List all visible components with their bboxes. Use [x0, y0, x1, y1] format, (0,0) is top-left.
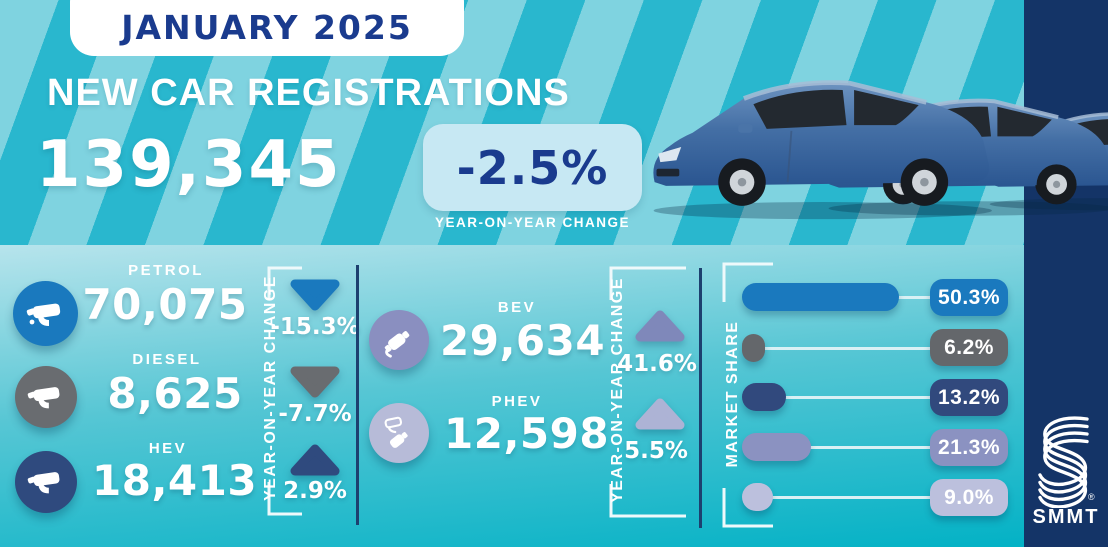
yoy-change-caption: YEAR-ON-YEAR CHANGE: [434, 215, 630, 230]
petrol-share-bar: [742, 283, 899, 311]
petrol-change: -15.3%: [270, 314, 360, 340]
phev-share-bar: [742, 483, 773, 511]
yoy-change-badge: -2.5%: [423, 124, 642, 211]
bev-change: 41.6%: [617, 351, 697, 377]
phev-share-pill: 9.0%: [930, 479, 1008, 516]
phev-share-leader-line: [745, 496, 930, 499]
diesel-fuel-pump-icon: [15, 366, 77, 428]
fuel-yoy-bracket: [267, 266, 302, 516]
page-title: NEW CAR REGISTRATIONS: [47, 72, 570, 114]
market-share-bracket: [722, 262, 773, 528]
petrol-down-arrow-icon: [290, 279, 340, 311]
hev-fuel-pump-icon: [15, 451, 77, 513]
section-divider: [699, 268, 702, 528]
month-badge-label: JANUARY 2025: [121, 8, 413, 47]
registered-trademark-icon: ®: [1088, 492, 1095, 502]
bev-value: 29,634: [440, 316, 606, 365]
petrol-label: PETROL: [128, 262, 204, 279]
ev-yoy-bracket: [609, 266, 686, 518]
hev-change: 2.9%: [283, 478, 347, 504]
section-divider: [356, 265, 359, 525]
hev-value: 18,413: [92, 456, 258, 505]
hev-share-bar: [742, 383, 786, 411]
petrol-value: 70,075: [82, 280, 248, 329]
diesel-share-leader-line: [745, 347, 930, 350]
petrol-share-pill: 50.3%: [930, 279, 1008, 316]
phev-label: PHEV: [491, 393, 543, 410]
hev-share-pill: 13.2%: [930, 379, 1008, 416]
diesel-share-pill: 6.2%: [930, 329, 1008, 366]
diesel-label: DIESEL: [132, 351, 202, 368]
yoy-change-value: -2.5%: [456, 140, 609, 195]
total-registrations-value: 139,345: [36, 128, 342, 202]
month-badge: JANUARY 2025: [70, 0, 464, 56]
bev-charging-plug-icon: [369, 310, 429, 370]
bev-label: BEV: [497, 299, 537, 316]
petrol-fuel-pump-icon: [13, 281, 78, 346]
smmt-s-logo-icon: [1038, 416, 1089, 508]
bev-share-pill: 21.3%: [930, 429, 1008, 466]
brand-sidebar: [1024, 0, 1108, 547]
phev-up-arrow-icon: [635, 398, 685, 430]
phev-value: 12,598: [444, 409, 610, 458]
diesel-value: 8,625: [107, 369, 243, 418]
bev-up-arrow-icon: [635, 310, 685, 342]
bev-share-leader-line: [745, 446, 930, 449]
market-share-axis-label: MARKET SHARE: [724, 320, 741, 468]
bev-share-bar: [742, 433, 811, 461]
diesel-down-arrow-icon: [290, 366, 340, 398]
hev-up-arrow-icon: [290, 444, 340, 476]
fuel-yoy-axis-label: YEAR-ON-YEAR CHANGE: [262, 275, 279, 501]
ev-yoy-axis-label: YEAR-ON-YEAR CHANGE: [609, 277, 626, 503]
phev-change: 5.5%: [624, 438, 688, 464]
hev-share-leader-line: [745, 396, 930, 399]
smmt-wordmark: SMMT: [1032, 506, 1100, 528]
phev-plug-and-pump-icon: [369, 403, 429, 463]
diesel-change: -7.7%: [278, 401, 352, 427]
diesel-share-bar: [742, 334, 765, 362]
cars-illustration: [645, 50, 1108, 250]
hev-label: HEV: [148, 440, 188, 457]
